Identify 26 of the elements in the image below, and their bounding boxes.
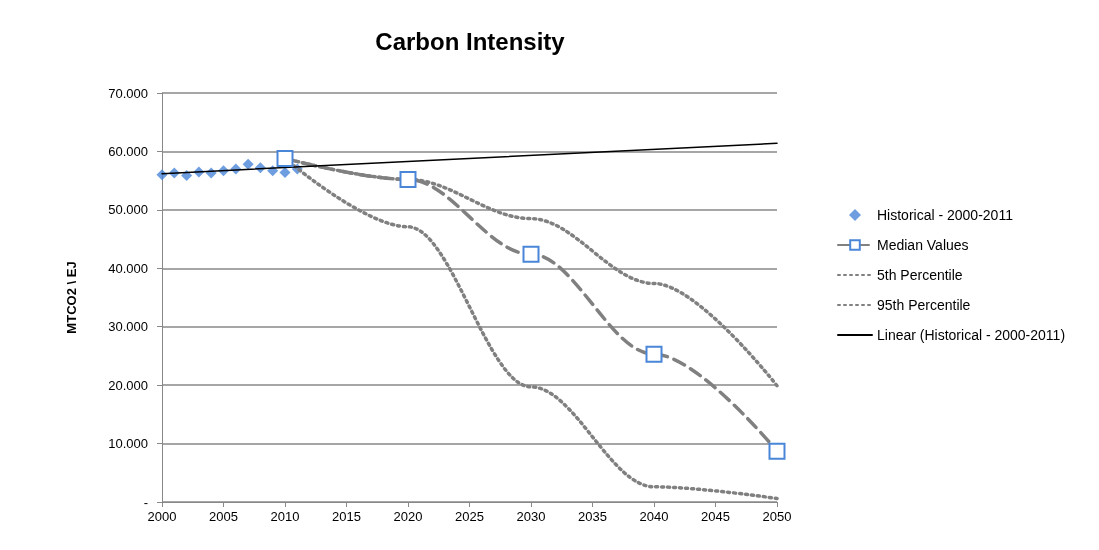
legend-label: Median Values	[877, 237, 969, 253]
y-tick-label: -	[143, 494, 148, 510]
y-tick-label: 30.000	[108, 319, 148, 335]
y-tick-label: 70.000	[108, 85, 148, 101]
y-tick-label: 40.000	[108, 260, 148, 276]
x-tick-label: 2005	[209, 509, 238, 524]
x-tick-label: 2040	[639, 509, 669, 524]
x-tick-label: 2015	[332, 509, 361, 524]
legend-label: Historical - 2000-2011	[877, 207, 1014, 223]
x-tick-label: 2010	[270, 509, 300, 524]
y-tick-label: 60.000	[108, 143, 148, 159]
x-tick-label: 2050	[762, 509, 792, 524]
x-tick-label: 2030	[516, 509, 546, 524]
legend-label: Linear (Historical - 2000-2011)	[877, 327, 1066, 343]
x-tick-label: 2020	[393, 509, 423, 524]
x-tick-label: 2025	[455, 509, 484, 524]
legend-label: 5th Percentile	[877, 267, 963, 283]
y-tick-label: 20.000	[108, 377, 148, 393]
y-tick-label: 50.000	[108, 202, 148, 218]
x-tick-label: 2000	[147, 509, 177, 524]
y-axis-title: MTCO2 \ EJ	[64, 261, 79, 334]
legend-label: 95th Percentile	[877, 297, 971, 313]
x-tick-label: 2035	[578, 509, 607, 524]
x-tick-label: 2045	[701, 509, 730, 524]
y-tick-label: 10.000	[108, 436, 148, 452]
chart-title: Carbon Intensity	[375, 27, 566, 55]
